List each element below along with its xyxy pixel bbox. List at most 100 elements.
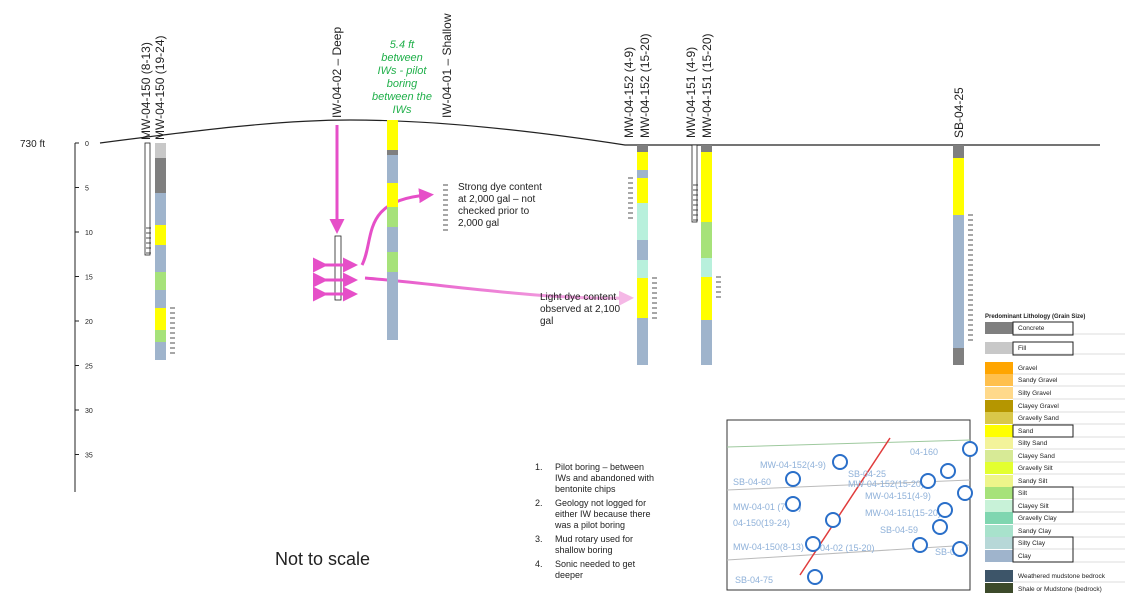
- well-label: SB-04-25: [952, 87, 966, 138]
- dye-note: gal: [540, 316, 553, 327]
- depth-tick-label: 5: [85, 186, 89, 193]
- lithology-segment: [637, 178, 648, 203]
- legend-item: Sandy Clay: [1018, 528, 1052, 535]
- lithology-segment: [387, 227, 398, 252]
- well-label: MW-04-150 (19-24): [153, 36, 167, 140]
- well-label: IW-04-01 – Shallow: [440, 13, 454, 118]
- legend-item: Sandy Gravel: [1018, 377, 1058, 384]
- legend-item: Fill: [1018, 345, 1027, 352]
- note-text: Pilot boring – between: [555, 462, 644, 472]
- note-text: bentonite chips: [555, 484, 616, 494]
- map-well: [940, 463, 956, 479]
- lithology-segment: [387, 252, 398, 272]
- dye-note: observed at 2,100: [540, 304, 620, 315]
- legend-item: Gravel: [1018, 365, 1038, 372]
- legend-swatch: [985, 362, 1013, 374]
- lithology-segment: [155, 245, 166, 272]
- iw-casing: [334, 235, 342, 301]
- lithology-segment: [155, 272, 166, 290]
- note-text: Geology not logged for: [555, 498, 646, 508]
- lithology-segment: [637, 240, 648, 260]
- legend-swatch: [985, 387, 1013, 399]
- lithology-segment: [155, 330, 166, 342]
- lithology-segment: [637, 203, 648, 240]
- legend-item: Gravelly Silt: [1018, 465, 1053, 472]
- lithology-segment: [637, 260, 648, 278]
- spacing-note: 5.4 ft: [390, 39, 415, 51]
- legend-swatch: [985, 475, 1013, 487]
- map-well: [912, 537, 928, 553]
- map-well: [932, 519, 948, 535]
- lithology-segment: [155, 225, 166, 245]
- lithology-segment: [155, 308, 166, 330]
- lithology-segment: [701, 145, 712, 152]
- lithology-segment: [155, 290, 166, 308]
- legend-item: Silt: [1018, 490, 1027, 497]
- spacing-note: IWs: [393, 104, 412, 116]
- map-label: SB-04-25: [848, 469, 886, 479]
- lithology-segment: [953, 145, 964, 158]
- legend-swatch: [985, 400, 1013, 412]
- legend-swatch: [985, 487, 1013, 499]
- legend-item: Silty Sand: [1018, 440, 1048, 447]
- lithology-segment: [701, 152, 712, 222]
- legend-item: Gravelly Sand: [1018, 415, 1059, 422]
- lithology-segment: [387, 272, 398, 340]
- note-number: 2.: [535, 498, 543, 508]
- well-casing: [144, 142, 151, 256]
- spacing-note: between: [381, 52, 423, 64]
- note-text: IWs and abandoned with: [555, 473, 654, 483]
- legend-swatch: [985, 583, 1013, 593]
- map-label: MW-04-150(8-13): [733, 542, 804, 552]
- legend-item: Weathered mudstone bedrock: [1018, 573, 1106, 580]
- dye-note: checked prior to: [458, 206, 530, 217]
- map-label: 04-160: [910, 447, 938, 457]
- map-label: MW-04-152(4-9): [760, 460, 826, 470]
- legend-swatch: [985, 450, 1013, 462]
- legend-swatch: [985, 425, 1013, 437]
- legend-box: [1012, 321, 1074, 336]
- ground-surface: [99, 119, 1100, 146]
- lithology-segment: [637, 145, 648, 152]
- map-label: 04-150(19-24): [733, 518, 790, 528]
- legend-swatch: [985, 322, 1013, 334]
- legend-item: Clayey Gravel: [1018, 403, 1059, 410]
- well-label: MW-04-152 (15-20): [638, 34, 652, 138]
- legend-box: [1012, 341, 1074, 356]
- legend-item: Silty Clay: [1018, 540, 1046, 547]
- well-label: IW-04-02 – Deep: [330, 27, 344, 118]
- map-well: [785, 496, 801, 512]
- dye-path-shallow: [360, 188, 434, 266]
- well-casing: [691, 144, 698, 223]
- lithology-segment: [637, 170, 648, 178]
- map-well: [785, 471, 801, 487]
- lithology-segment: [953, 348, 964, 365]
- lithology-segment: [387, 150, 398, 155]
- legend-item: Shale or Mudstone (bedrock): [1018, 586, 1102, 593]
- legend-item: Clayey Sand: [1018, 453, 1055, 460]
- map-well: [937, 502, 953, 518]
- note-text: was a pilot boring: [554, 520, 625, 530]
- depth-tick-label: 10: [85, 230, 93, 237]
- depth-tick-label: 20: [85, 319, 93, 326]
- lithology-segment: [155, 193, 166, 225]
- legend-item: Gravelly Clay: [1018, 515, 1057, 522]
- map-label: 04-02 (15-20): [820, 543, 875, 553]
- map-well: [952, 541, 968, 557]
- legend-swatch: [985, 570, 1013, 582]
- map-well: [957, 485, 973, 501]
- legend-item: Silty Gravel: [1018, 390, 1052, 397]
- note-text: deeper: [555, 570, 583, 580]
- legend-title: Predominant Lithology (Grain Size): [985, 314, 1085, 320]
- flow-arrows: [313, 257, 358, 302]
- lithology-segment: [387, 183, 398, 207]
- map-well: [920, 473, 936, 489]
- map-label: MW-04-01 (7-12): [733, 502, 801, 512]
- well-label: MW-04-151 (15-20): [700, 34, 714, 138]
- spacing-note: IWs - pilot: [378, 65, 428, 77]
- note-text: shallow boring: [555, 545, 613, 555]
- map-well: [832, 454, 848, 470]
- map-well: [962, 441, 978, 457]
- map-label: SB-04: [935, 547, 960, 557]
- map-well: [805, 536, 821, 552]
